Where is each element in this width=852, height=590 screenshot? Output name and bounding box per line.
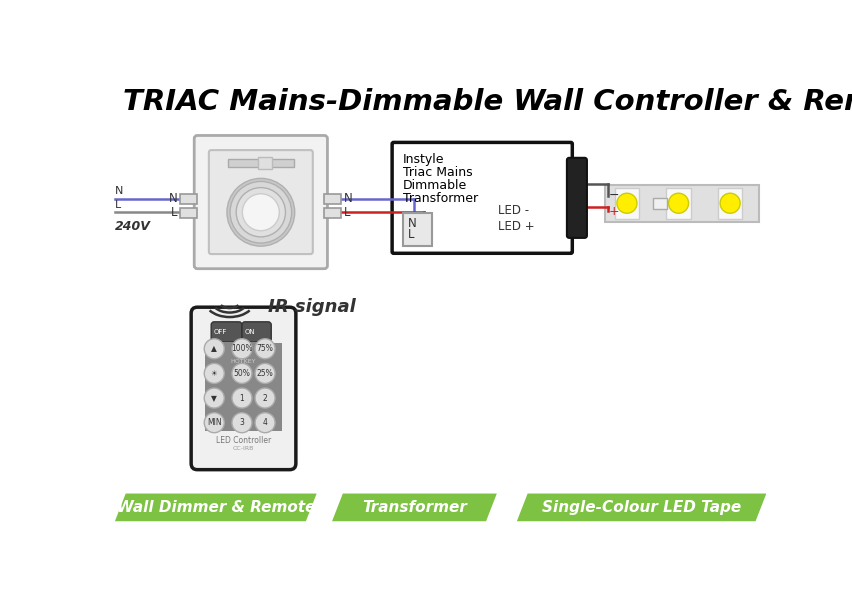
Text: Dimmable: Dimmable [402,179,467,192]
Bar [324,194,341,204]
Circle shape [255,412,274,432]
Text: OFF: OFF [214,329,227,335]
Text: LED -: LED - [497,204,528,217]
Text: N: N [343,192,352,205]
FancyBboxPatch shape [209,150,313,254]
Text: N: N [115,186,124,196]
Circle shape [232,363,251,384]
Bar [180,208,197,218]
FancyBboxPatch shape [194,136,327,268]
Circle shape [236,188,285,237]
Circle shape [230,182,291,243]
Circle shape [232,412,251,432]
Text: Transformer: Transformer [402,192,477,205]
Circle shape [719,194,740,213]
Text: ▼: ▼ [211,394,217,402]
Text: L: L [407,228,413,241]
Circle shape [204,339,224,359]
Text: 100%: 100% [231,345,252,353]
Text: 240V: 240V [115,220,151,233]
Text: L: L [170,206,177,219]
Circle shape [232,339,251,359]
Text: CC-IRB: CC-IRB [233,445,254,451]
Text: ▲: ▲ [211,345,217,353]
Circle shape [255,363,274,384]
Bar [402,213,432,245]
Text: Wall Dimmer & Remote: Wall Dimmer & Remote [117,500,314,515]
Polygon shape [115,493,316,521]
Bar [257,157,272,169]
Text: HOTKEY: HOTKEY [231,359,256,365]
Text: 3: 3 [239,418,245,427]
Text: Transformer: Transformer [361,500,466,515]
Text: LED +: LED + [497,221,533,234]
Bar [614,188,638,219]
Circle shape [255,339,274,359]
Circle shape [616,194,636,213]
Text: Single-Colour LED Tape: Single-Colour LED Tape [541,500,740,515]
Text: −: − [607,189,619,202]
Text: 4: 4 [262,418,268,427]
Text: ☀: ☀ [210,369,217,378]
FancyBboxPatch shape [211,322,242,342]
Circle shape [227,178,295,246]
Bar [717,188,741,219]
FancyBboxPatch shape [242,322,271,342]
Polygon shape [331,493,496,521]
Text: 50%: 50% [233,369,250,378]
Bar [227,159,293,167]
Circle shape [204,363,224,384]
Text: Triac Mains: Triac Mains [402,166,472,179]
Bar [653,198,666,209]
Bar [324,208,341,218]
Polygon shape [516,493,765,521]
Circle shape [242,194,279,231]
Text: N: N [169,192,177,205]
Text: IR signal: IR signal [268,298,355,316]
Text: MIN: MIN [207,418,222,427]
Text: 1: 1 [239,394,244,402]
Text: TRIAC Mains-Dimmable Wall Controller & Remote: TRIAC Mains-Dimmable Wall Controller & R… [123,87,852,116]
Circle shape [232,388,251,408]
Circle shape [204,412,224,432]
Circle shape [668,194,688,213]
Text: ON: ON [245,329,256,335]
Text: +: + [607,205,619,218]
Text: 25%: 25% [256,369,273,378]
FancyBboxPatch shape [392,142,572,253]
Text: L: L [343,206,349,219]
FancyBboxPatch shape [191,307,296,470]
Text: N: N [407,217,416,230]
Bar [204,343,282,431]
Text: 75%: 75% [256,345,273,353]
Text: 2: 2 [262,394,268,402]
Bar [605,185,758,222]
Bar [665,188,690,219]
Text: LED Controller: LED Controller [216,436,271,445]
Text: Instyle: Instyle [402,153,444,166]
Circle shape [255,388,274,408]
Circle shape [204,388,224,408]
Bar [180,194,197,204]
FancyBboxPatch shape [567,158,586,238]
Text: L: L [115,200,121,210]
